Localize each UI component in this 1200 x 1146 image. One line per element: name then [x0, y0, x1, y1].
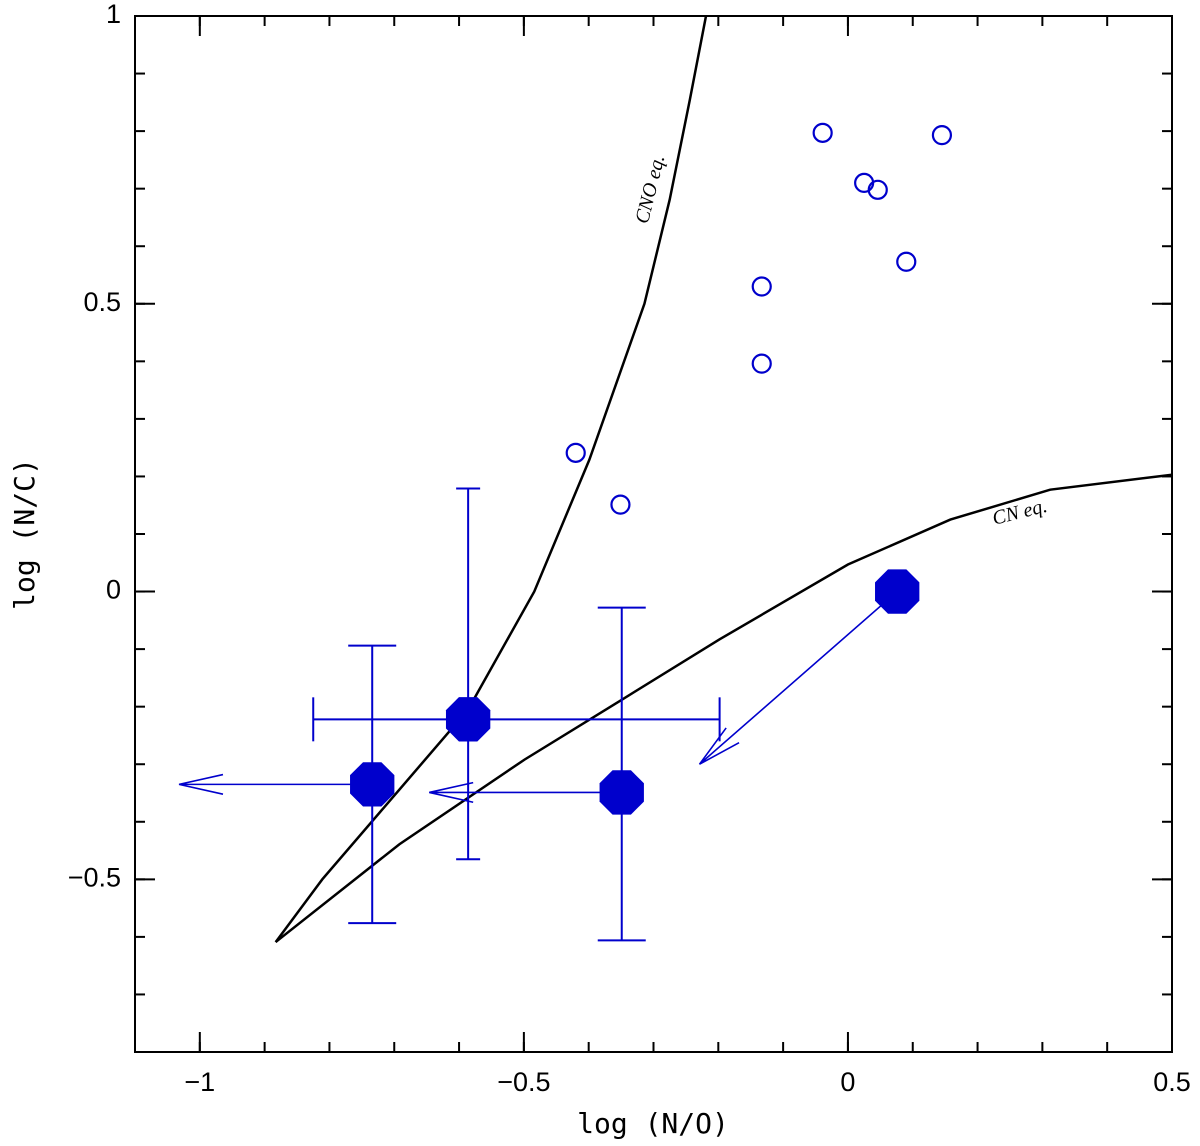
y-tick-label: 0.5 [83, 287, 121, 317]
limit-arrow [178, 773, 373, 795]
point [610, 494, 631, 515]
limit-arrow [429, 781, 622, 804]
curve [274, 473, 1173, 944]
point [751, 353, 772, 374]
point [875, 569, 920, 614]
point [599, 770, 644, 815]
curve [274, 15, 708, 943]
point [812, 122, 833, 143]
limit-arrow [698, 590, 898, 765]
y-tick-label: 1 [106, 0, 121, 29]
y-tick-label: 0 [106, 575, 121, 605]
x-tick-label: −0.5 [497, 1067, 550, 1097]
point [350, 762, 395, 807]
point [867, 179, 888, 200]
x-axis-label: log (N/O) [577, 1107, 729, 1140]
curve-label: CN eq. [990, 495, 1049, 530]
y-axis-label: log (N/C) [8, 458, 41, 610]
x-tick-label: 0 [840, 1067, 855, 1097]
point [565, 442, 586, 463]
point [445, 697, 491, 742]
y-tick-label: −0.5 [68, 862, 121, 892]
point [751, 276, 772, 297]
x-tick-label: −1 [184, 1067, 215, 1097]
x-tick-label: 0.5 [1153, 1067, 1191, 1097]
point [896, 251, 917, 272]
curve-label: CNO eq. [631, 153, 669, 226]
point [931, 125, 953, 146]
